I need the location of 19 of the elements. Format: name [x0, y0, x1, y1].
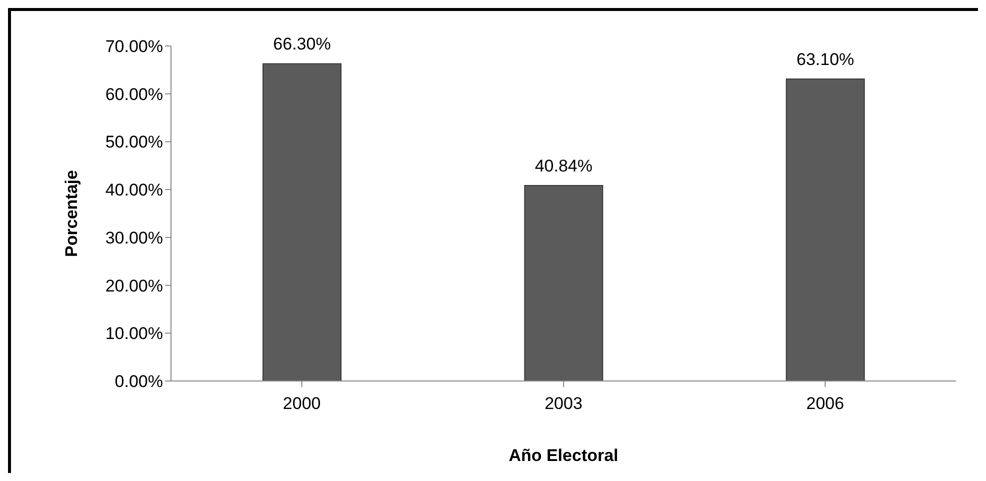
y-tick-label: 0.00% — [114, 372, 163, 392]
y-tick-label: 10.00% — [105, 324, 163, 344]
y-tick-label: 50.00% — [105, 132, 163, 152]
y-tick-label: 20.00% — [105, 276, 163, 296]
y-tick-label: 30.00% — [105, 228, 163, 248]
y-tick-label: 70.00% — [105, 37, 163, 56]
bar — [786, 78, 865, 381]
data-label: 40.84% — [534, 156, 593, 176]
x-axis-title: Año Electoral — [508, 446, 618, 465]
x-tick-label: 2006 — [806, 394, 844, 414]
y-tick-label: 40.00% — [105, 180, 163, 200]
y-tick-label: 60.00% — [105, 84, 163, 104]
data-label: 66.30% — [273, 34, 331, 54]
x-tick-label: 2000 — [282, 394, 321, 414]
bar — [262, 63, 342, 381]
y-axis-title: Porcentaje — [62, 170, 82, 257]
x-tick-label: 2003 — [544, 394, 582, 414]
data-label: 63.10% — [796, 50, 854, 70]
bar — [524, 185, 604, 381]
